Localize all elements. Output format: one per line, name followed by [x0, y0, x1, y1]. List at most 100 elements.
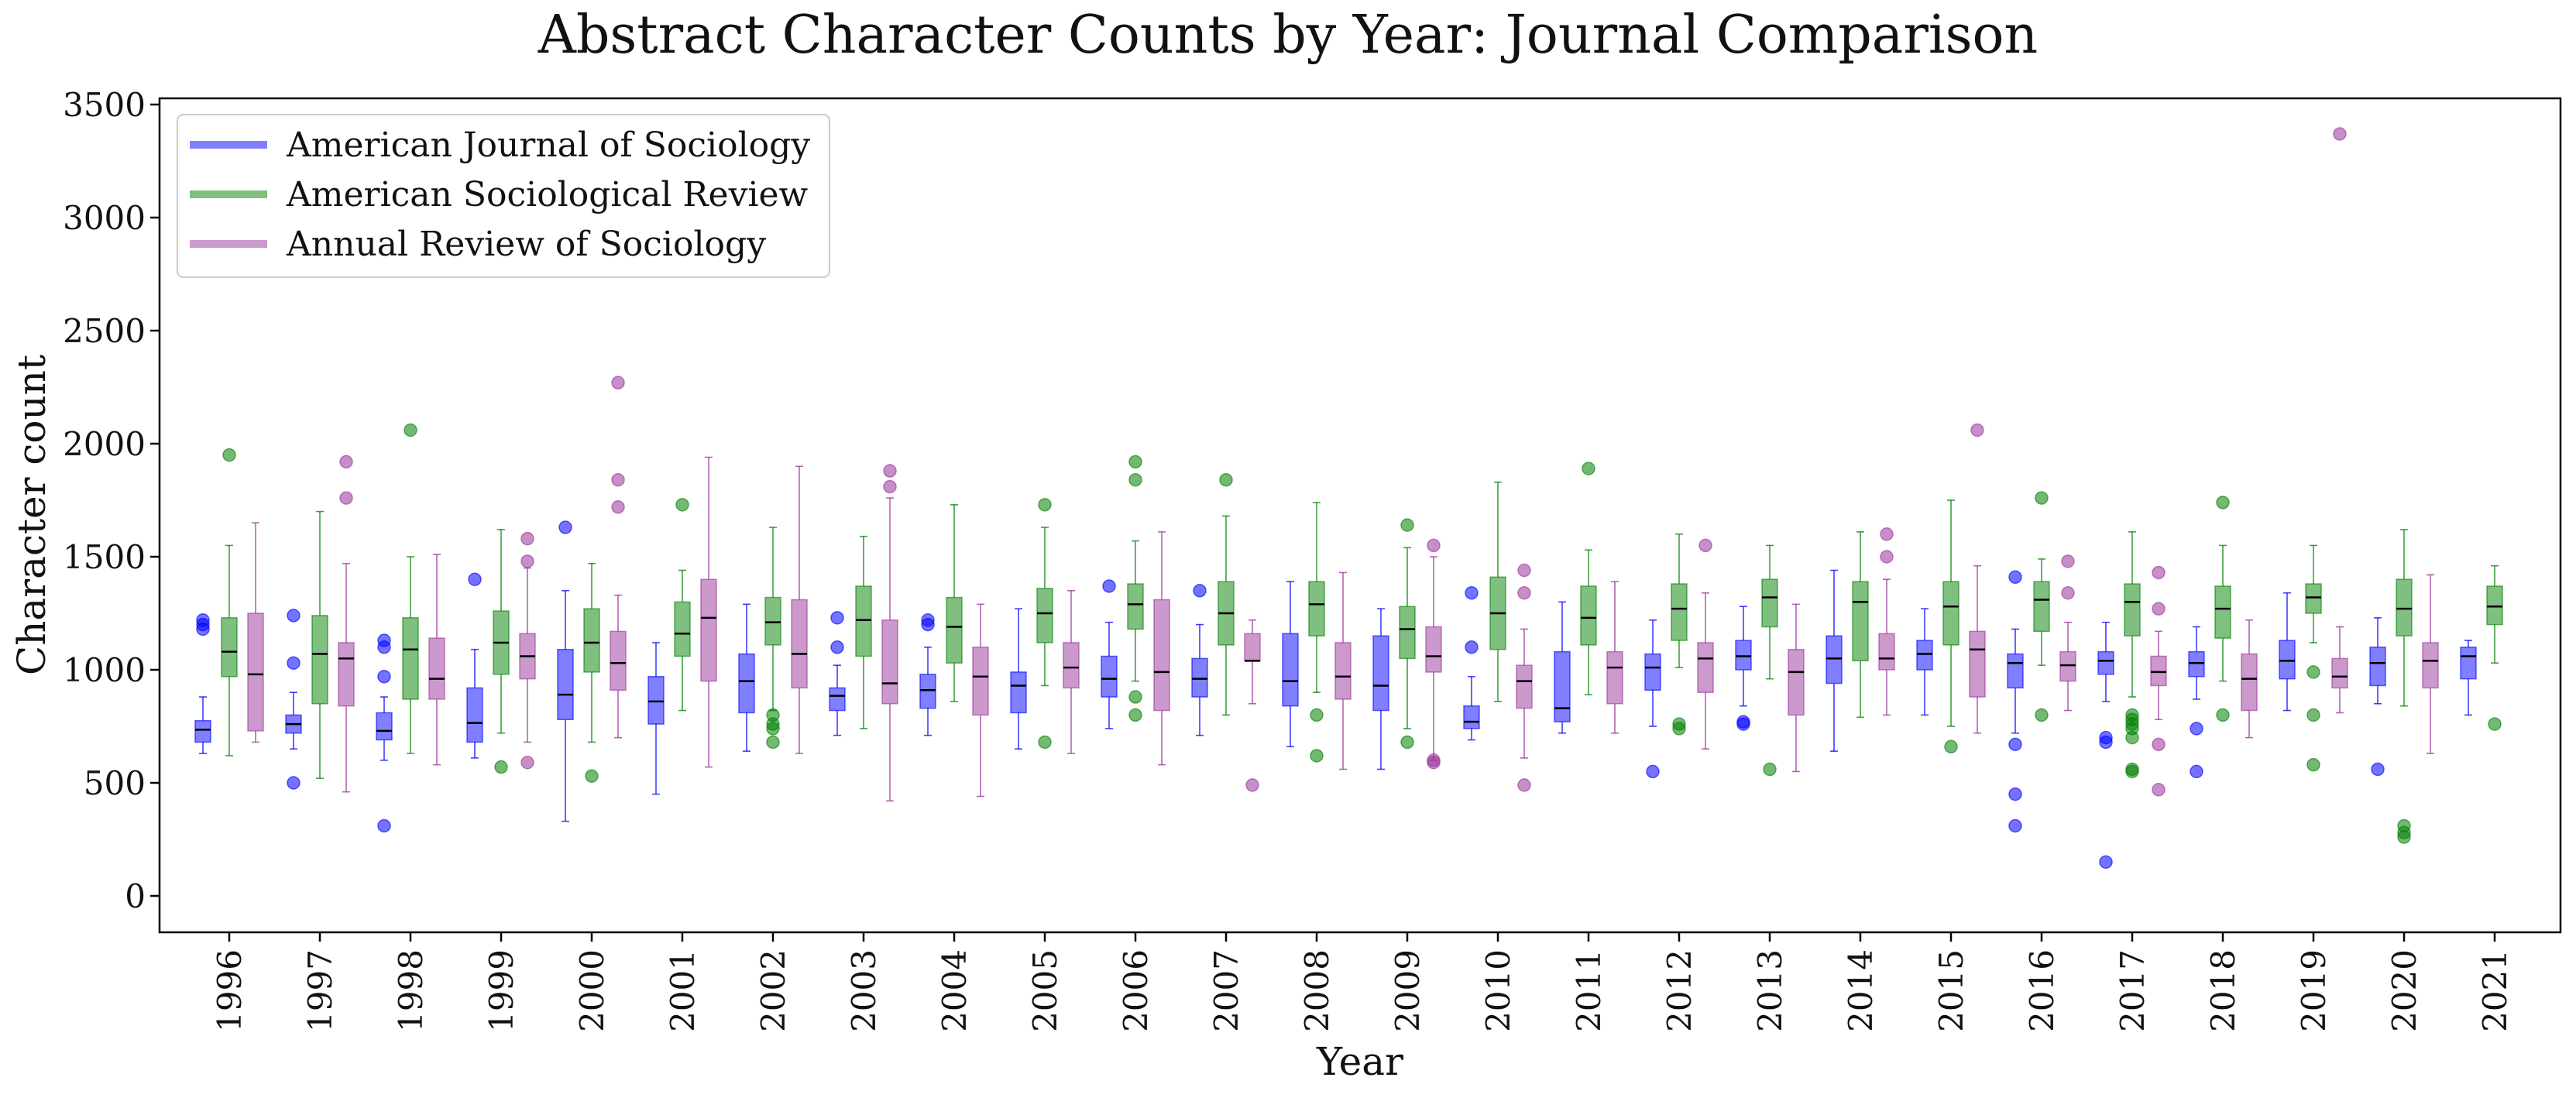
outlier-point	[1517, 563, 1531, 578]
box	[881, 619, 898, 705]
outlier-point	[585, 769, 599, 783]
outlier-point	[2306, 708, 2320, 722]
outlier-point	[2152, 737, 2166, 752]
box	[1244, 633, 1261, 662]
box	[946, 596, 963, 664]
outlier-point	[2099, 855, 2113, 869]
x-tick-label: 2007	[1207, 949, 1245, 1032]
outlier-point	[1465, 640, 1479, 654]
outlier-point	[1698, 538, 1712, 553]
outlier-point	[1128, 690, 1142, 704]
x-tick-label: 2009	[1389, 949, 1427, 1032]
outlier-point	[2190, 764, 2203, 779]
box	[2279, 640, 2296, 680]
box	[700, 578, 717, 682]
box	[466, 687, 483, 743]
y-axis-label: Character count	[9, 355, 54, 675]
outlier-point	[1427, 538, 1441, 553]
outlier-point	[2035, 491, 2049, 505]
box	[2150, 655, 2167, 687]
legend-frame	[177, 114, 830, 278]
outlier-point	[520, 531, 534, 546]
box	[338, 642, 355, 707]
y-tick-label: 0	[125, 877, 146, 915]
outlier-point	[377, 670, 391, 684]
outlier-point	[1310, 708, 1324, 722]
box	[1916, 640, 1933, 671]
box	[610, 630, 627, 691]
box	[829, 687, 846, 712]
box	[1036, 588, 1053, 643]
box	[1153, 599, 1170, 712]
x-tick-label: 2002	[754, 949, 792, 1032]
y-tick-label: 2000	[63, 425, 146, 463]
outlier-point	[377, 633, 391, 647]
box	[1101, 655, 1118, 698]
outlier-point	[1944, 739, 1958, 754]
legend: American Journal of Sociology American So…	[177, 114, 830, 278]
box	[2241, 653, 2258, 712]
box	[1942, 581, 1959, 646]
outlier-point	[1970, 423, 1984, 437]
outlier-point	[377, 818, 391, 833]
legend-label: American Journal of Sociology	[286, 125, 810, 165]
outlier-point	[2008, 818, 2022, 833]
box	[1644, 653, 1661, 691]
box	[2460, 647, 2477, 680]
y-tick-label: 3000	[63, 199, 146, 237]
box	[1735, 640, 1752, 671]
outlier-point	[339, 455, 353, 469]
outlier-point	[1219, 472, 1233, 487]
x-tick-label: 2017	[2114, 949, 2152, 1032]
box	[2486, 585, 2503, 626]
x-axis-label: Year	[1316, 1039, 1403, 1084]
outlier-point	[1102, 579, 1116, 593]
box	[2124, 583, 2141, 636]
box	[311, 615, 328, 705]
outlier-point	[2333, 127, 2347, 141]
y-tick-label: 500	[84, 764, 146, 802]
box	[1308, 581, 1325, 636]
outlier-point	[1038, 498, 1052, 512]
x-tick-label: 2014	[1842, 949, 1880, 1032]
outlier-point	[2306, 665, 2320, 679]
y-tick-label: 1500	[63, 538, 146, 576]
outlier-point	[520, 554, 534, 568]
outlier-point	[339, 491, 353, 505]
box	[402, 617, 419, 700]
outlier-point	[2152, 602, 2166, 616]
outlier-point	[1400, 735, 1414, 750]
outlier-point	[883, 464, 897, 478]
x-tick-label: 2019	[2295, 949, 2333, 1032]
outlier-point	[1128, 708, 1142, 722]
box	[1671, 583, 1688, 641]
box	[674, 601, 691, 657]
outlier-point	[2099, 730, 2113, 745]
outlier-point	[2216, 708, 2230, 722]
outlier-point	[2125, 730, 2139, 745]
box	[247, 612, 264, 732]
outlier-point	[287, 776, 301, 790]
box	[2007, 653, 2024, 689]
outlier-point	[1763, 762, 1777, 777]
box	[1852, 581, 1869, 662]
outlier-point	[1427, 755, 1441, 770]
outlier-point	[675, 498, 689, 512]
x-tick-label: 2010	[1479, 949, 1517, 1032]
outlier-point	[1517, 585, 1531, 600]
outlier-point	[2061, 554, 2075, 568]
box	[1127, 583, 1144, 630]
box	[2059, 650, 2076, 682]
box	[1788, 648, 1805, 716]
outlier-point	[1193, 584, 1207, 598]
outlier-point	[1736, 715, 1750, 729]
x-tick-label: 2018	[2204, 949, 2242, 1032]
outlier-point	[2061, 585, 2075, 600]
outlier-point	[611, 472, 625, 487]
box	[764, 596, 781, 646]
outlier-point	[404, 423, 417, 437]
outlier-point	[1465, 585, 1479, 600]
outlier-point	[1672, 722, 1686, 736]
box	[1878, 633, 1895, 671]
outlier-point	[2152, 783, 2166, 797]
